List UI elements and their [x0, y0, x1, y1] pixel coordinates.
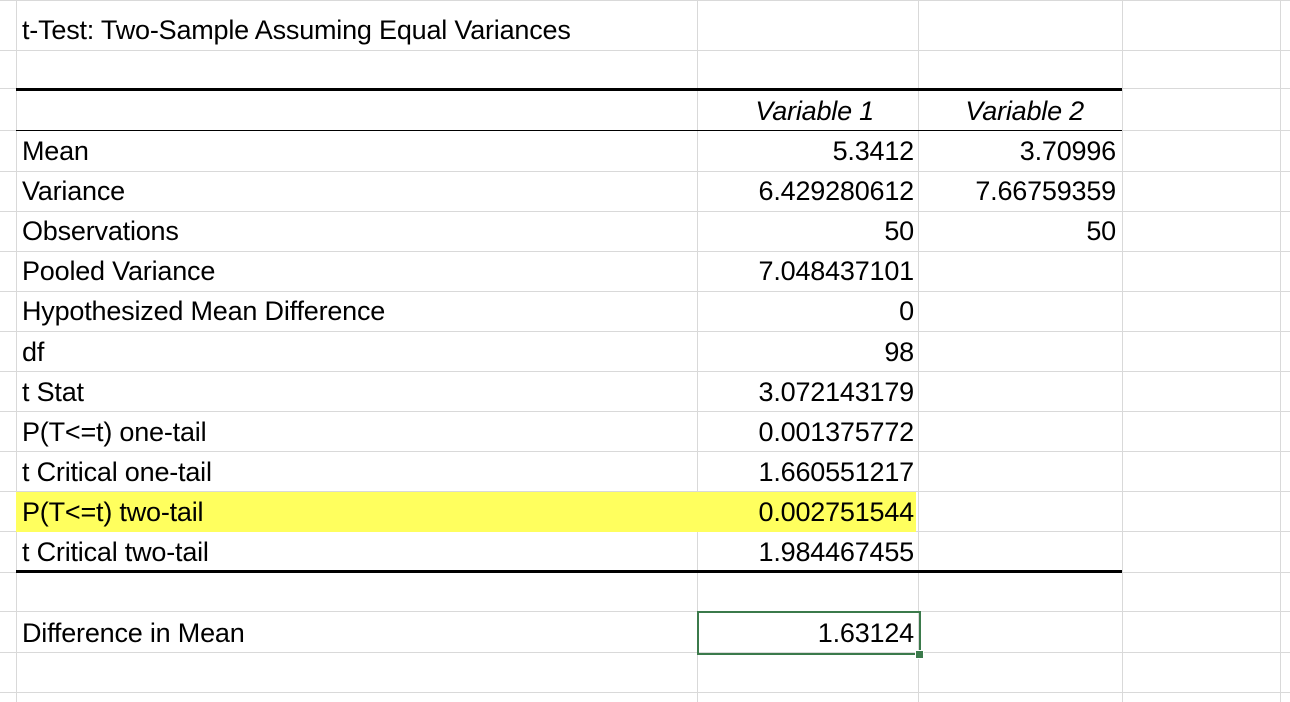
row-gridline: [0, 331, 1290, 332]
row-label[interactable]: t Critical two-tail: [22, 537, 209, 567]
variable-1-value[interactable]: 0.001375772: [758, 417, 915, 447]
column-gridline: [16, 0, 17, 702]
variable-2-value[interactable]: [920, 373, 1116, 411]
header-underline: [16, 130, 1122, 131]
variable-1-value[interactable]: 98: [884, 337, 914, 367]
row-gridline: [0, 692, 1290, 693]
variable-2-header[interactable]: Variable 2: [965, 96, 1084, 126]
variable-2-value[interactable]: [920, 533, 1116, 571]
row-gridline: [0, 491, 1290, 492]
variable-2-value[interactable]: [920, 413, 1116, 451]
column-gridline: [1280, 0, 1281, 702]
column-gridline: [918, 0, 919, 702]
difference-in-mean-value[interactable]: 1.63124: [817, 618, 914, 648]
column-gridline: [697, 0, 698, 702]
variable-1-value[interactable]: 1.660551217: [758, 457, 915, 487]
row-label[interactable]: t Stat: [22, 377, 84, 407]
variable-1-value[interactable]: 50: [884, 216, 914, 246]
row-gridline: [0, 611, 1290, 612]
variable-1-value[interactable]: 1.984467455: [758, 537, 915, 567]
table-top-border: [16, 88, 1122, 91]
row-gridline: [0, 411, 1290, 412]
row-label[interactable]: df: [22, 337, 45, 367]
variable-2-value[interactable]: [920, 493, 1116, 531]
two-tail-highlight: [16, 492, 916, 532]
row-gridline: [0, 251, 1290, 252]
row-gridline: [0, 291, 1290, 292]
variable-1-header[interactable]: Variable 1: [755, 96, 874, 126]
fill-handle[interactable]: [915, 650, 924, 659]
variable-1-value[interactable]: 3.072143179: [758, 377, 915, 407]
variable-1-value[interactable]: 5.3412: [832, 136, 915, 166]
active-cell-selection[interactable]: [697, 611, 921, 655]
variable-2-value[interactable]: 3.70996: [1019, 136, 1116, 166]
row-label[interactable]: P(T<=t) one-tail: [22, 417, 207, 447]
variable-2-value[interactable]: 7.66759359: [975, 176, 1116, 206]
row-label[interactable]: Pooled Variance: [22, 256, 216, 286]
variable-2-value[interactable]: [920, 292, 1116, 330]
row-gridline: [0, 0, 1290, 1]
variable-1-value[interactable]: 7.048437101: [758, 256, 915, 286]
row-label[interactable]: P(T<=t) two-tail: [22, 497, 204, 527]
row-label[interactable]: t Critical one-tail: [22, 457, 212, 487]
variable-2-value[interactable]: [920, 333, 1116, 371]
row-label[interactable]: Observations: [22, 216, 179, 246]
table-bottom-border: [16, 570, 1122, 573]
row-label[interactable]: Variance: [22, 176, 125, 206]
row-label[interactable]: Hypothesized Mean Difference: [22, 296, 386, 326]
column-gridline: [1122, 0, 1123, 702]
variable-2-value[interactable]: [920, 453, 1116, 491]
variable-1-value[interactable]: 0: [899, 296, 914, 326]
variable-2-value[interactable]: 50: [1086, 216, 1116, 246]
variable-2-value[interactable]: [920, 252, 1116, 290]
row-gridline: [0, 451, 1290, 452]
row-gridline: [0, 50, 1290, 51]
row-gridline: [0, 371, 1290, 372]
row-gridline: [0, 211, 1290, 212]
output-title[interactable]: t-Test: Two-Sample Assuming Equal Varian…: [22, 15, 571, 45]
row-gridline: [0, 171, 1290, 172]
row-label[interactable]: Mean: [22, 136, 89, 166]
row-gridline: [0, 652, 1290, 653]
variable-1-value[interactable]: 0.002751544: [758, 497, 915, 527]
variable-1-value[interactable]: 6.429280612: [758, 176, 915, 206]
difference-in-mean-label[interactable]: Difference in Mean: [22, 618, 245, 648]
